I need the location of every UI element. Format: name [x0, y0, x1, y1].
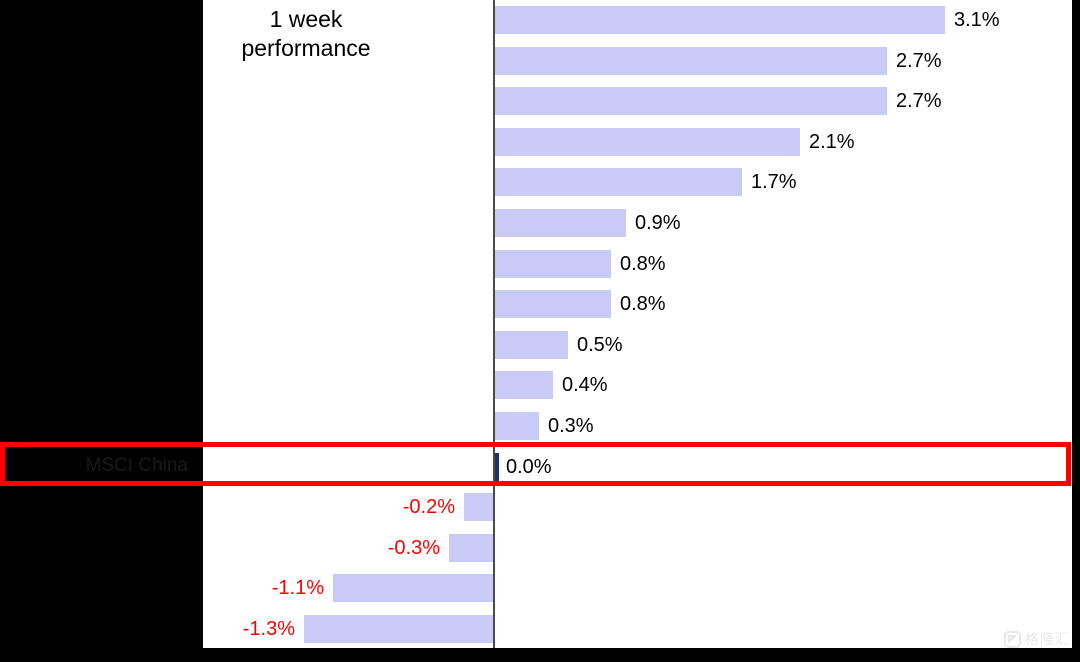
bar: [495, 290, 611, 318]
bar-value-label: 2.7%: [896, 90, 942, 112]
bar-value-label: 3.1%: [954, 9, 1000, 31]
bar: [495, 168, 742, 196]
right-black-strip: [1072, 0, 1080, 662]
bar-value-label: 0.9%: [635, 212, 681, 234]
bar-value-label: 0.8%: [620, 293, 666, 315]
bar: [495, 331, 568, 359]
bar-value-label: 1.7%: [751, 171, 797, 193]
highlight-annotation-box: [0, 442, 1071, 486]
chart-title: 1 week performance: [203, 5, 409, 63]
bottom-black-strip: [0, 648, 1080, 662]
bar: [449, 534, 493, 562]
y-axis-line: [493, 0, 495, 648]
bar: [495, 412, 539, 440]
bar-highlighted: [495, 453, 499, 481]
bar-value-label: 0.8%: [620, 253, 666, 275]
bar: [495, 87, 887, 115]
bar-value-label: -1.3%: [242, 618, 295, 640]
bar: [495, 250, 611, 278]
bar: [333, 574, 493, 602]
bar: [495, 128, 800, 156]
chart-title-line2: performance: [241, 35, 371, 61]
bar-value-label: 0.4%: [562, 374, 608, 396]
bar: [495, 209, 626, 237]
gelonghui-logo-icon: [1004, 631, 1021, 648]
bar-value-label: 2.7%: [896, 50, 942, 72]
bar-value-label: -0.2%: [402, 496, 455, 518]
bar-value-label: 0.5%: [577, 334, 623, 356]
bar-value-label: 0.3%: [548, 415, 594, 437]
watermark-text: 格隆汇: [1025, 631, 1070, 647]
bar: [495, 47, 887, 75]
category-label-msci-china: MSCI China: [85, 455, 188, 476]
bar-value-label: 2.1%: [809, 131, 855, 153]
bar: [304, 615, 493, 643]
chart-title-line1: 1 week: [269, 6, 343, 32]
bar: [495, 371, 553, 399]
bar: [495, 6, 945, 34]
bar-value-label: 0.0%: [506, 456, 552, 478]
bar-value-label: -0.3%: [387, 537, 440, 559]
bars-container: 3.1% 2.7% 2.7% 2.1% 1.7% 0.9% 0.8% 0.8% 0.5% 0.4%…: [203, 0, 1072, 648]
bar: [464, 493, 493, 521]
bar-value-label: -1.1%: [271, 577, 324, 599]
watermark: 格隆汇: [1004, 631, 1070, 648]
plot-area: 1 week performance 3.1% 2.7% 2.7% 2.1% 1.7% 0…: [203, 0, 1072, 648]
